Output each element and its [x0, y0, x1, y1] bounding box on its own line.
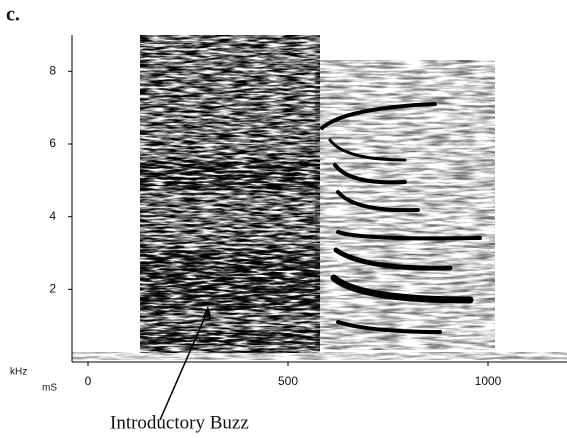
- buzz-band: [140, 250, 320, 310]
- sweep-texture: [315, 60, 495, 350]
- x-tick-label: 1000: [475, 374, 502, 388]
- spectrogram: [72, 35, 567, 360]
- x-tick-label: 500: [278, 374, 298, 388]
- y-tick-label: 2: [49, 282, 56, 296]
- annotation: Introductory Buzz: [110, 412, 249, 433]
- arrow-head: [202, 306, 211, 318]
- x-tick-label: 0: [85, 374, 92, 388]
- annotation-arrow: [159, 309, 209, 421]
- y-tick-label: 4: [49, 209, 56, 223]
- buzz-band: [140, 160, 320, 190]
- buzz-band: [140, 330, 320, 345]
- y-tick-label: 6: [49, 136, 56, 150]
- y-tick-label: 8: [49, 64, 56, 78]
- x-axis-label: mS: [42, 383, 57, 394]
- harmonic-sweeps: [320, 102, 482, 334]
- panel-label: c.: [6, 4, 20, 26]
- y-axis-label: kHz: [10, 367, 27, 378]
- floor-noise: [72, 352, 567, 360]
